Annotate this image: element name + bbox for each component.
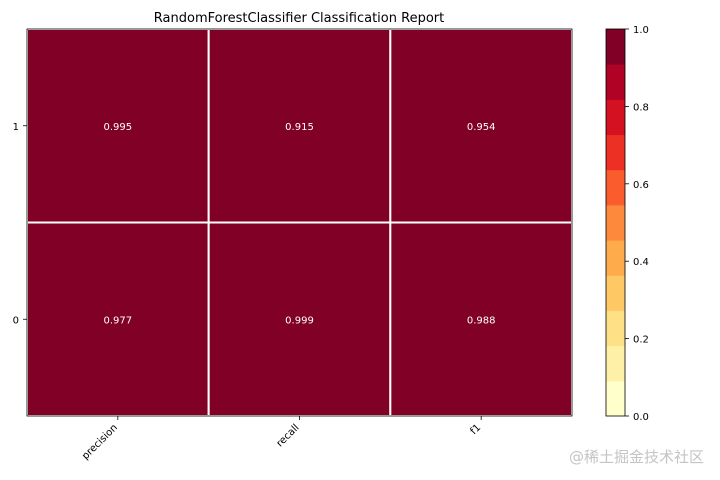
colorbar-tick-label: 1.0: [633, 25, 649, 36]
heatmap-cell: [207, 221, 392, 417]
colorbar-segment: [606, 64, 625, 100]
colorbar-tick-label: 0.6: [633, 180, 649, 191]
y-tick-label: 0: [13, 315, 19, 326]
heatmap-cell: [207, 28, 392, 224]
cell-value-label: 0.977: [104, 315, 133, 326]
colorbar-tick-label: 0.8: [633, 102, 649, 113]
colorbar-segment: [606, 29, 625, 65]
heatmap-cell: [389, 221, 574, 417]
x-axis: precision recall f1: [80, 416, 483, 462]
x-tick-label: precision: [80, 422, 120, 462]
colorbar-segment: [606, 380, 625, 417]
colorbar-tick-label: 0.0: [633, 412, 649, 423]
x-tick-label: recall: [275, 422, 302, 449]
colorbar-tick-label: 0.2: [633, 335, 649, 346]
cell-value-label: 0.995: [104, 122, 133, 133]
x-tick-label: f1: [469, 422, 484, 437]
colorbar-segment: [606, 204, 625, 241]
chart-title: RandomForestClassifier Classification Re…: [154, 11, 444, 26]
colorbar-segment: [606, 310, 625, 347]
cell-value-label: 0.915: [285, 122, 314, 133]
cell-value-label: 0.999: [285, 315, 314, 326]
watermark-text: @稀土掘金技术社区: [569, 448, 705, 466]
y-tick-label: 1: [13, 122, 19, 133]
colorbar-frame: [605, 28, 626, 417]
heatmap-cell: [26, 28, 210, 224]
colorbar-segment: [606, 134, 625, 171]
colorbar-segment: [606, 240, 625, 276]
colorbar-tick-label: 0.4: [633, 257, 649, 268]
heatmap-plot-area: 0.995 0.915 0.954 0.977 0.999 0.988: [26, 28, 574, 417]
heatmap-cell: [26, 221, 210, 417]
cell-value-label: 0.954: [467, 122, 496, 133]
colorbar-segment: [606, 169, 625, 206]
colorbar-segment: [606, 345, 625, 382]
cell-value-label: 0.988: [467, 315, 496, 326]
colorbar-segment: [606, 99, 625, 136]
colorbar-segment: [606, 275, 625, 311]
y-axis: 10: [13, 122, 27, 326]
colorbar: 0.0 0.2 0.4 0.6 0.8 1.0: [605, 25, 649, 423]
